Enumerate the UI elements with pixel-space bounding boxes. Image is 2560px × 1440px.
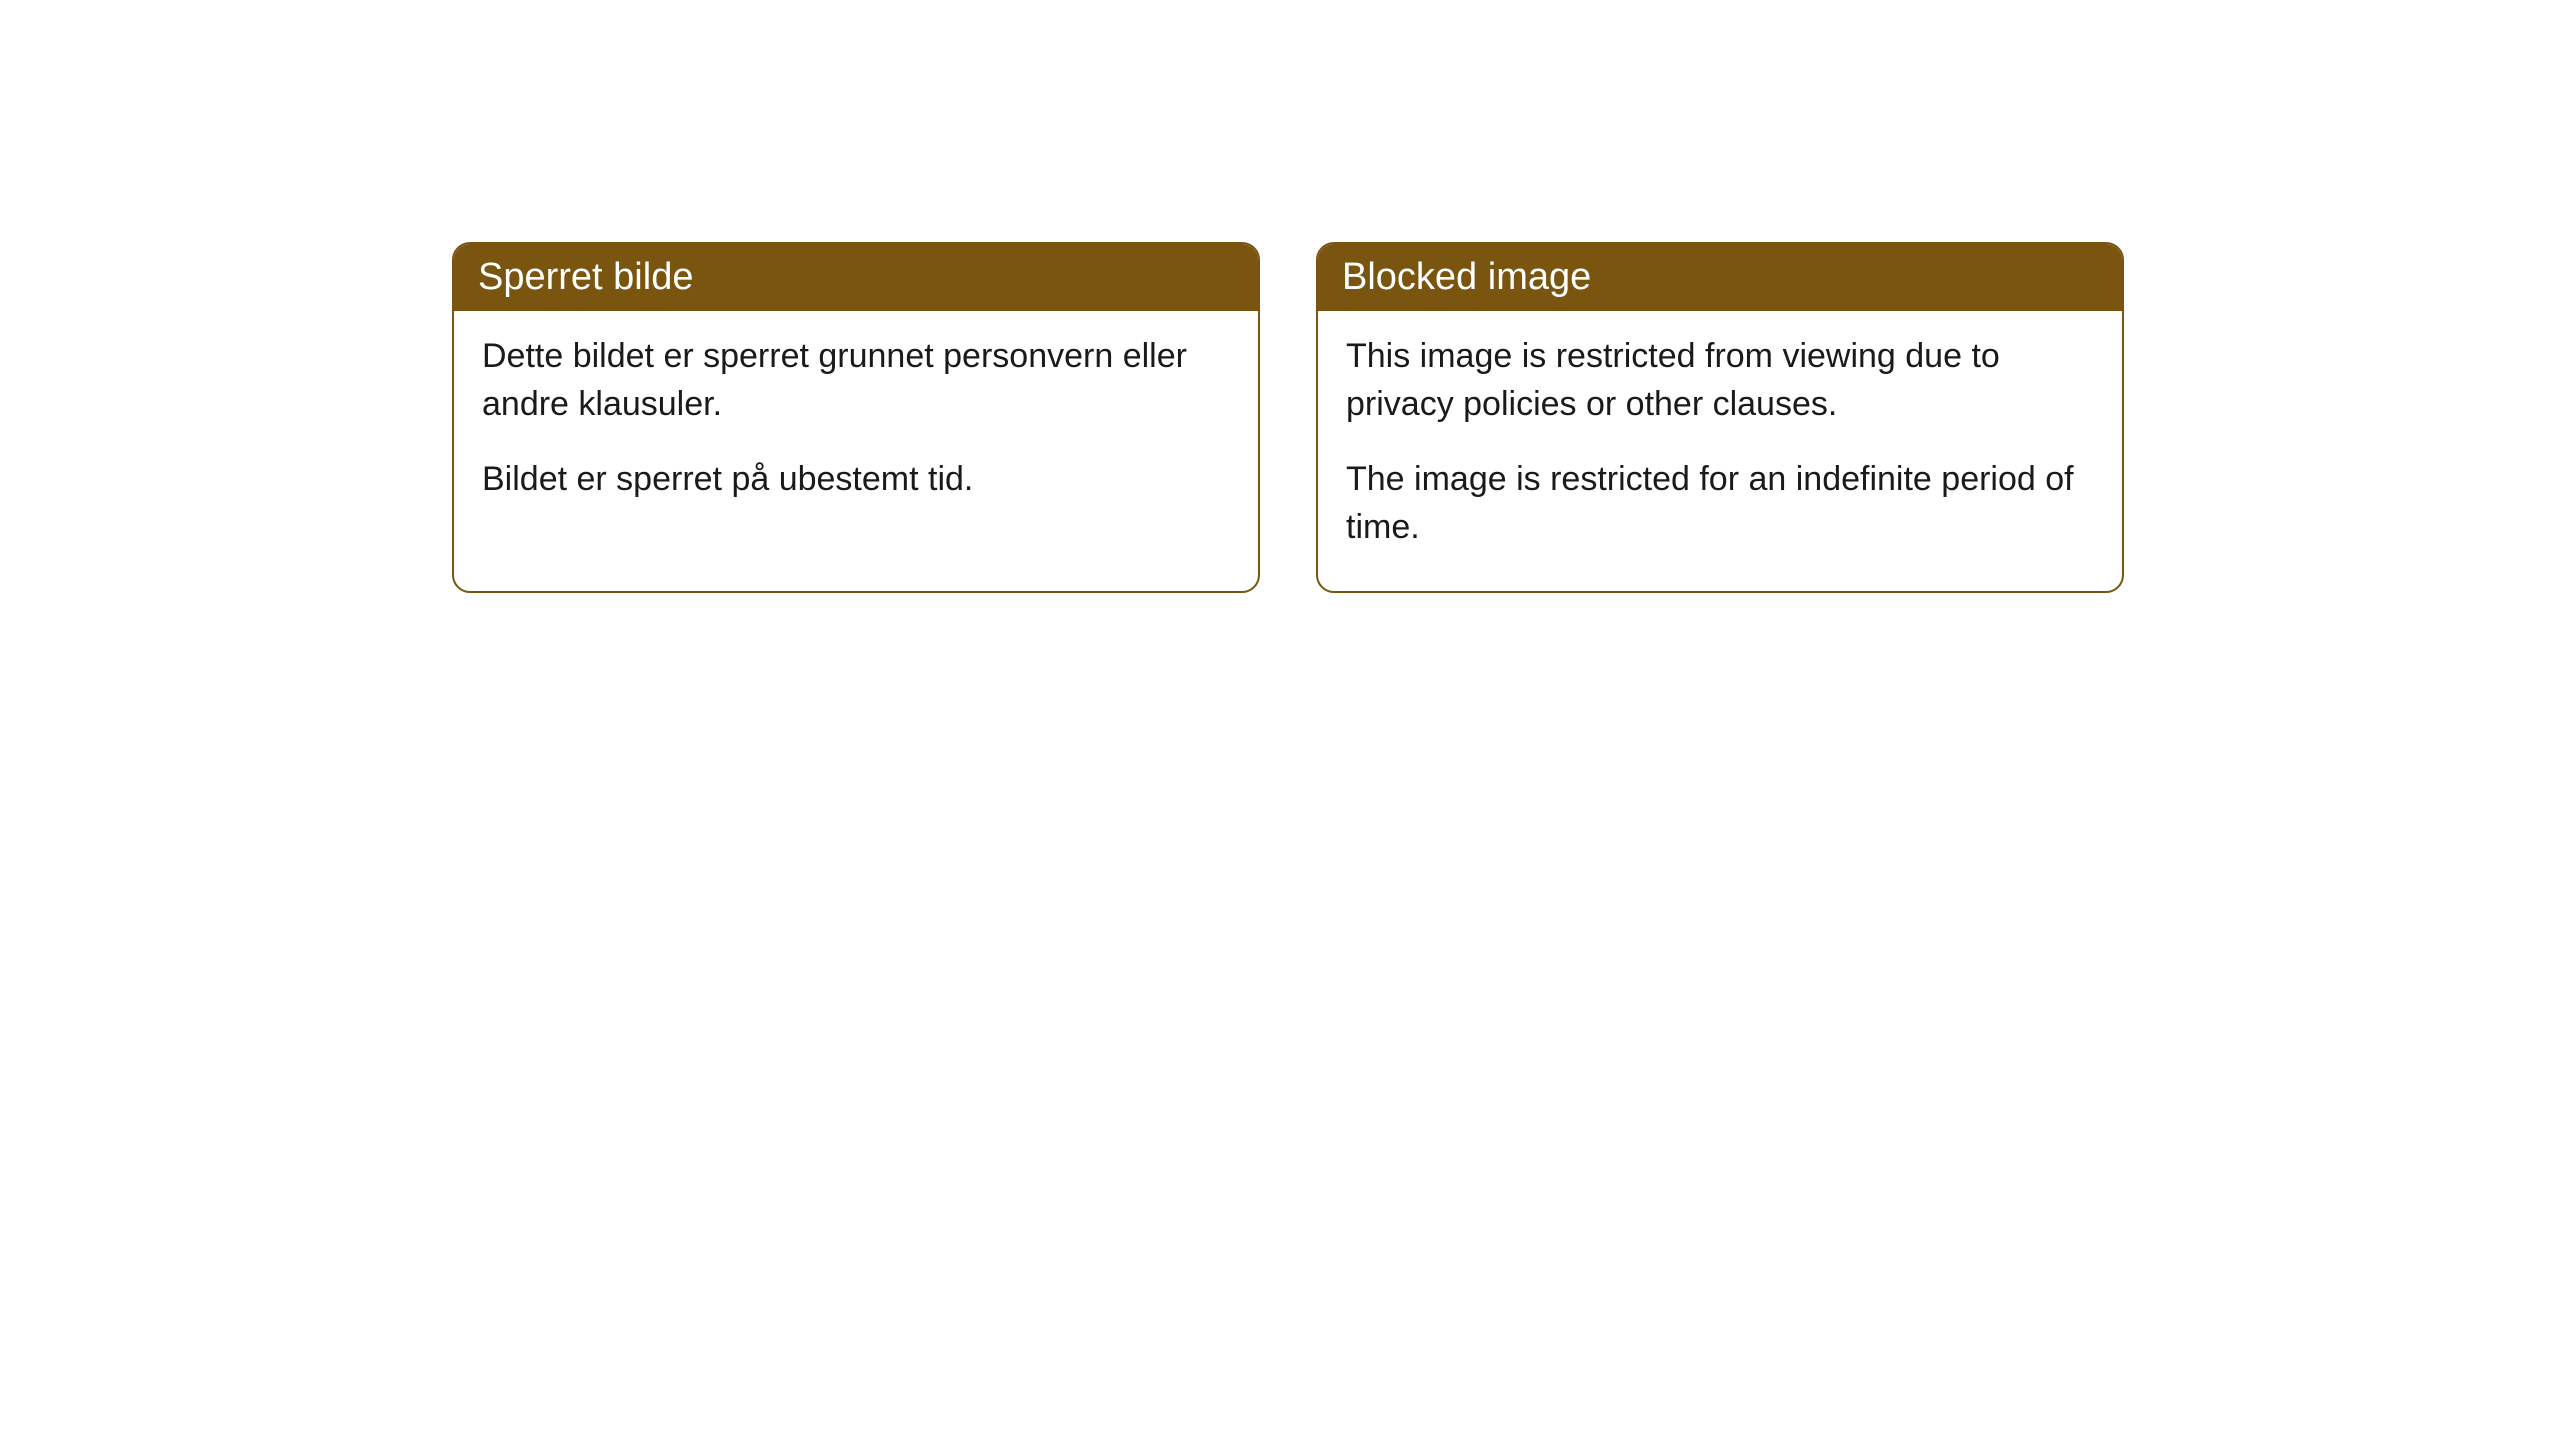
- card-header: Sperret bilde: [454, 244, 1258, 311]
- card-paragraph: Dette bildet er sperret grunnet personve…: [482, 333, 1230, 428]
- blocked-image-card-norwegian: Sperret bilde Dette bildet er sperret gr…: [452, 242, 1260, 593]
- notice-cards-container: Sperret bilde Dette bildet er sperret gr…: [452, 242, 2124, 593]
- card-body: This image is restricted from viewing du…: [1318, 311, 2122, 591]
- blocked-image-card-english: Blocked image This image is restricted f…: [1316, 242, 2124, 593]
- card-title: Blocked image: [1342, 256, 1591, 298]
- card-title: Sperret bilde: [478, 256, 693, 298]
- card-body: Dette bildet er sperret grunnet personve…: [454, 311, 1258, 544]
- card-header: Blocked image: [1318, 244, 2122, 311]
- card-paragraph: This image is restricted from viewing du…: [1346, 333, 2094, 428]
- card-paragraph: Bildet er sperret på ubestemt tid.: [482, 456, 1230, 504]
- card-paragraph: The image is restricted for an indefinit…: [1346, 456, 2094, 551]
